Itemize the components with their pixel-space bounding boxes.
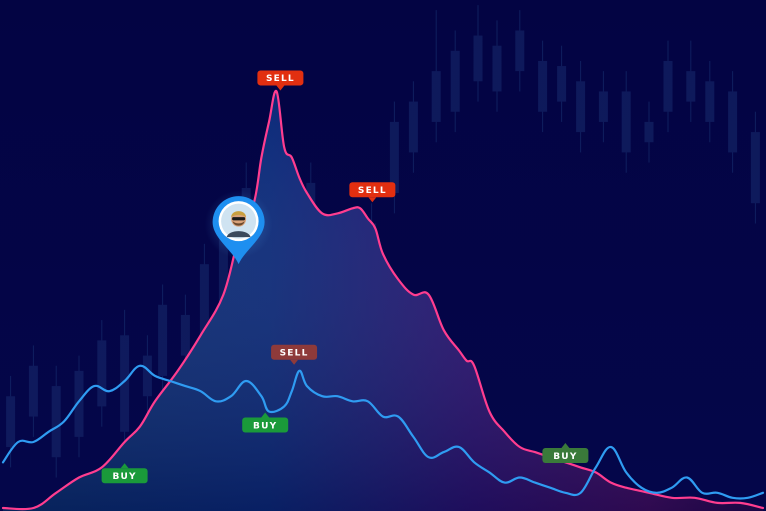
candle <box>598 71 608 143</box>
candle <box>557 45 567 122</box>
buy-tag: BUY <box>242 412 289 433</box>
tag-label: SELL <box>358 186 387 196</box>
candle <box>686 40 696 122</box>
area-layer <box>3 90 763 511</box>
candle <box>142 335 152 417</box>
candle <box>663 40 673 133</box>
buy-tag: BUY <box>542 442 589 463</box>
candle <box>158 284 168 397</box>
candle-body <box>431 71 441 122</box>
candle-body <box>663 60 673 112</box>
candle <box>576 60 586 153</box>
tag-label: BUY <box>253 421 277 431</box>
avatar-hair <box>231 211 247 218</box>
tag-box <box>271 344 318 360</box>
avatar-shoulders <box>226 231 251 238</box>
candle-body <box>621 91 631 153</box>
candle-body <box>728 91 738 153</box>
candle-body <box>686 71 696 102</box>
candle-body <box>28 365 38 417</box>
tag-box <box>242 417 289 433</box>
series-area-shade <box>3 90 763 511</box>
sell-tag: SELL <box>349 182 396 203</box>
candle-body <box>120 335 130 432</box>
candle <box>728 71 738 173</box>
candle-body <box>492 45 502 92</box>
candle-body <box>705 81 715 122</box>
tag-box <box>542 447 589 463</box>
tag-label: BUY <box>553 452 577 462</box>
series-line <box>1 364 765 500</box>
tag-box <box>349 182 396 198</box>
candle-body <box>644 121 654 143</box>
tag-label: SELL <box>280 349 309 359</box>
candle <box>28 345 38 437</box>
candle-body <box>142 355 152 397</box>
candle-body <box>515 30 525 72</box>
tag-pointer <box>120 463 129 469</box>
candle-body <box>557 66 567 102</box>
candle <box>644 101 654 163</box>
avatar-beard <box>232 221 245 226</box>
tag-pointer <box>561 442 570 448</box>
candle-body <box>408 101 418 153</box>
candle <box>621 71 631 173</box>
candle-body <box>74 370 84 437</box>
candle <box>51 365 61 478</box>
candle <box>431 10 441 143</box>
candle-body <box>180 314 190 356</box>
candle-body <box>450 50 460 112</box>
candle-body <box>538 60 548 112</box>
candle <box>538 40 548 133</box>
line-layer <box>1 89 765 511</box>
candle <box>515 10 525 92</box>
candle-body <box>473 35 483 82</box>
tag-pointer <box>276 85 285 91</box>
tag-box <box>101 468 148 484</box>
candle-body <box>199 264 209 346</box>
annotation-layer: SELL SELL SELL BUY BUY BUY <box>101 70 589 484</box>
marker-layer <box>204 190 273 265</box>
tag-pointer <box>368 197 377 203</box>
buy-tag: BUY <box>101 463 148 484</box>
candle-body <box>389 121 399 194</box>
candle-body <box>97 340 107 407</box>
candle <box>473 5 483 102</box>
avatar <box>226 211 251 238</box>
tag-pointer <box>290 359 299 365</box>
candle-body <box>218 228 228 305</box>
candle <box>492 20 502 112</box>
sell-tag: SELL <box>271 344 318 365</box>
series-line <box>1 89 765 511</box>
candle <box>750 111 760 224</box>
avatar-pin-icon <box>204 190 273 265</box>
candle <box>74 355 84 458</box>
candle <box>705 60 715 143</box>
avatar-glasses <box>232 217 246 221</box>
candle-body <box>158 304 168 376</box>
candle <box>450 30 460 133</box>
tag-pointer <box>261 412 270 418</box>
tag-label: BUY <box>112 472 136 482</box>
candle-body <box>750 132 760 204</box>
candle-body <box>576 81 586 133</box>
candle <box>408 81 418 173</box>
sell-tag: SELL <box>257 70 304 91</box>
candle-body <box>598 91 608 122</box>
tag-label: SELL <box>266 74 295 84</box>
candle <box>97 320 107 427</box>
candle-body <box>51 386 61 458</box>
tag-box <box>257 70 304 86</box>
candle-body <box>6 396 16 448</box>
